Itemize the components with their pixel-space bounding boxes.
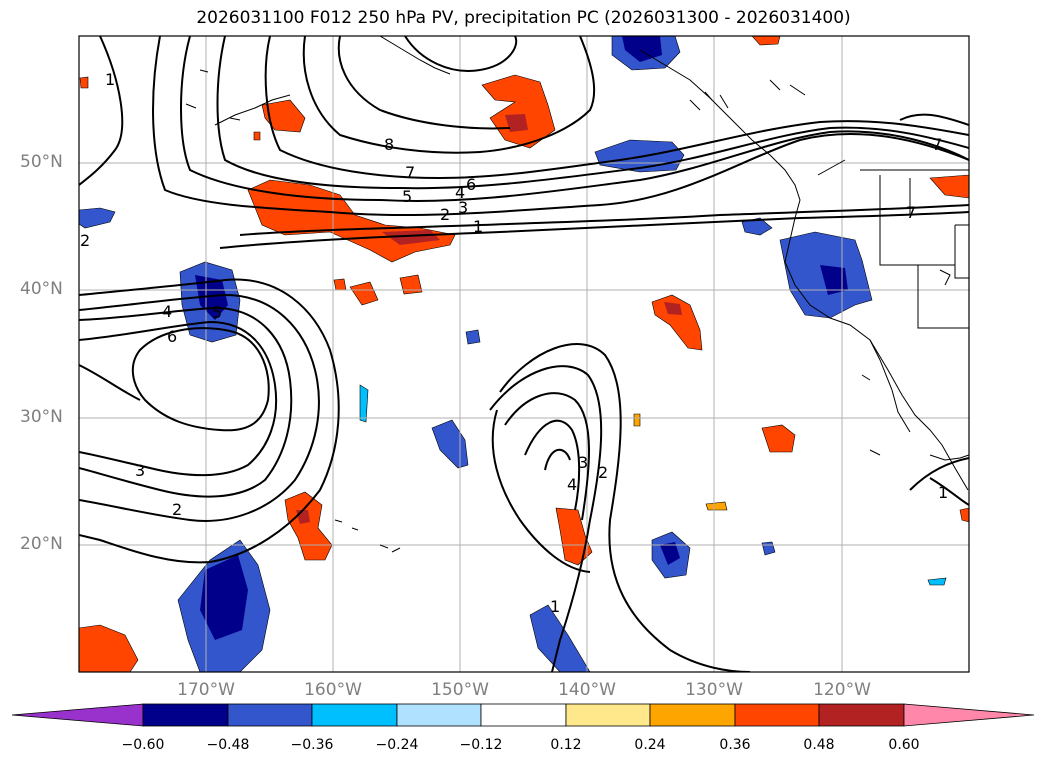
colorbar-segment — [649, 703, 736, 727]
contour-label: 2 — [440, 205, 450, 224]
gridlines — [79, 36, 969, 672]
contour-label: 8 — [384, 135, 394, 154]
colorbar — [11, 703, 1035, 727]
contour-label: 5 — [212, 303, 222, 322]
colorbar-tick: 0.12 — [550, 737, 582, 753]
colorbar-tick: −0.60 — [121, 737, 165, 753]
colorbar-segment — [734, 703, 820, 727]
colorbar-segment — [480, 703, 567, 727]
lat-label-50n: 50°N — [20, 152, 63, 172]
pv-contours — [79, 36, 969, 672]
contour-label: 2 — [598, 463, 608, 482]
map-frame — [78, 35, 970, 673]
colorbar-tick: 0.36 — [719, 737, 751, 753]
colorbar-segment — [818, 703, 905, 727]
colorbar-segment — [142, 703, 229, 727]
lon-label-160w: 160°W — [304, 680, 362, 700]
contour-label: 1 — [938, 483, 948, 502]
colorbar-segment — [227, 703, 313, 727]
colorbar-segment — [311, 703, 398, 727]
colorbar-over-triangle — [903, 703, 1035, 727]
colorbar-tick: −0.36 — [290, 737, 334, 753]
map-title: 2026031100 F012 250 hPa PV, precipitatio… — [196, 8, 851, 28]
lat-label-20n: 20°N — [20, 534, 63, 554]
colorbar-tick: −0.24 — [375, 737, 419, 753]
colorbar-tick: −0.48 — [206, 737, 250, 753]
contour-label: 7 — [932, 135, 942, 154]
colorbar-tick: 0.24 — [634, 737, 666, 753]
colorbar-segment — [565, 703, 651, 727]
lon-label-170w: 170°W — [177, 680, 235, 700]
lon-label-130w: 130°W — [685, 680, 743, 700]
contour-label: 3 — [135, 461, 145, 480]
contour-label: 7 — [405, 163, 415, 182]
contour-label: 1 — [550, 597, 560, 616]
contour-label: 4 — [162, 302, 172, 321]
colorbar-segment — [396, 703, 482, 727]
contour-label: 3 — [458, 198, 468, 217]
lon-label-140w: 140°W — [558, 680, 616, 700]
lat-label-30n: 30°N — [20, 407, 63, 427]
contour-label: 6 — [167, 327, 177, 346]
lon-label-150w: 150°W — [431, 680, 489, 700]
contour-label: 5 — [402, 187, 412, 206]
colorbar-tick: 0.48 — [803, 737, 835, 753]
contour-labels: 1 2 1 2 3 5 4 6 7 8 7 7 5 4 6 3 2 3 4 2 … — [80, 70, 948, 616]
contour-label: 1 — [473, 217, 483, 236]
colorbar-under-triangle — [11, 703, 144, 727]
coastlines — [185, 36, 969, 553]
contour-label: 3 — [578, 453, 588, 472]
lon-label-120w: 120°W — [813, 680, 871, 700]
contour-label: 4 — [567, 475, 577, 494]
contour-label: 1 — [105, 70, 115, 89]
contour-label: 4 — [455, 183, 465, 202]
contour-label: 6 — [466, 175, 476, 194]
contour-label: 7 — [906, 203, 916, 222]
contour-label: 2 — [172, 500, 182, 519]
colorbar-tick: −0.12 — [459, 737, 503, 753]
positive-precip-areas — [79, 36, 969, 672]
lat-label-40n: 40°N — [20, 279, 63, 299]
contour-label: 2 — [80, 231, 90, 250]
colorbar-tick: 0.60 — [888, 737, 920, 753]
